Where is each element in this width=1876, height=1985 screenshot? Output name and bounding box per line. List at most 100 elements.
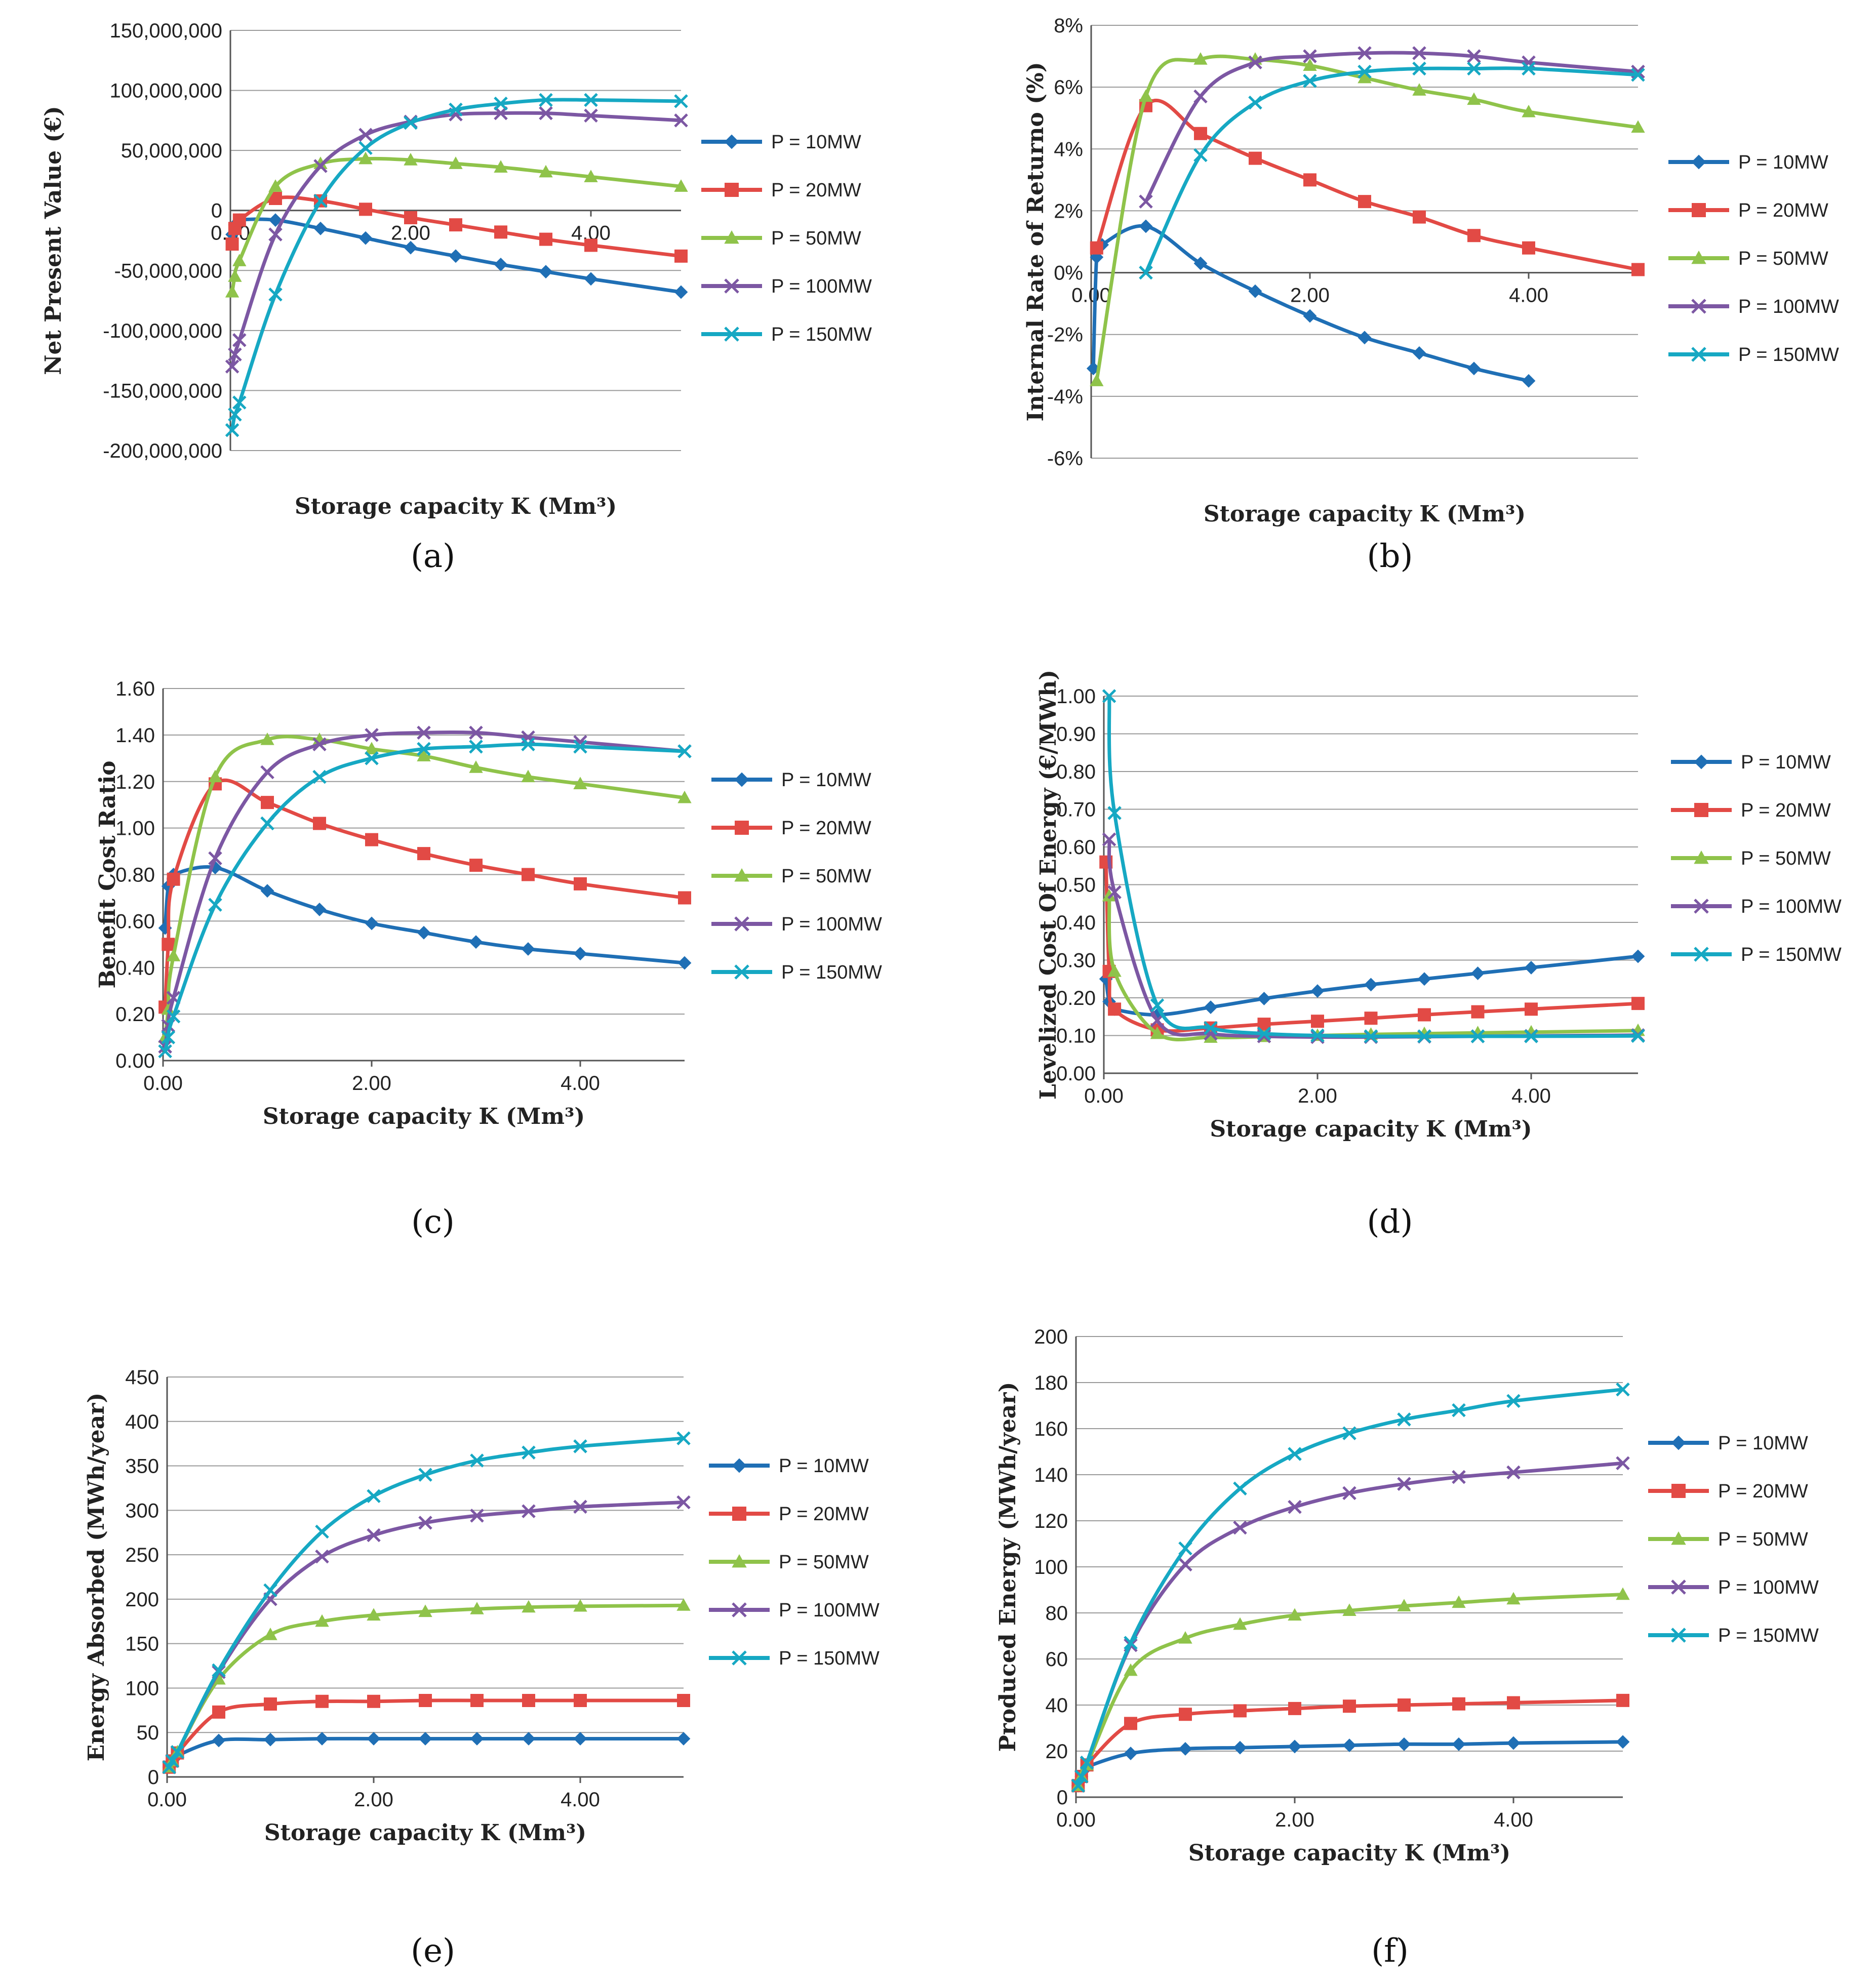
data-point bbox=[417, 847, 430, 861]
data-point bbox=[1616, 1735, 1630, 1749]
data-point bbox=[494, 225, 507, 239]
data-point bbox=[449, 249, 463, 263]
data-point bbox=[1233, 1704, 1247, 1718]
series-line-3 bbox=[230, 111, 683, 369]
data-point bbox=[676, 1732, 691, 1746]
data-point bbox=[1193, 148, 1208, 163]
data-point bbox=[1467, 229, 1481, 242]
series-line-3 bbox=[163, 730, 687, 1048]
data-point bbox=[522, 1600, 536, 1613]
data-point bbox=[470, 1453, 484, 1468]
data-point bbox=[232, 395, 247, 410]
data-point bbox=[1522, 104, 1536, 117]
data-point bbox=[470, 1694, 484, 1708]
data-point bbox=[469, 859, 483, 872]
data-point bbox=[365, 742, 379, 755]
legend-marker bbox=[1694, 850, 1709, 864]
y-tick-label: 0 bbox=[211, 200, 222, 222]
y-tick-label: 80 bbox=[1046, 1602, 1068, 1625]
series-line-3 bbox=[1144, 51, 1640, 204]
panel-caption: (a) bbox=[411, 538, 455, 575]
data-point bbox=[1524, 1029, 1538, 1043]
data-point bbox=[365, 916, 379, 930]
y-axis-title: Benefit Cost Ratio bbox=[95, 760, 121, 988]
x-tick-label: 0.00 bbox=[1071, 285, 1111, 307]
data-point bbox=[1150, 1026, 1165, 1039]
series-line-1 bbox=[1104, 860, 1640, 1033]
data-point bbox=[1194, 127, 1207, 140]
series-line-4 bbox=[1076, 1388, 1625, 1788]
data-point bbox=[1303, 74, 1317, 88]
data-point bbox=[1139, 89, 1153, 102]
y-tick-label: 100 bbox=[125, 1677, 159, 1699]
data-point bbox=[404, 153, 418, 166]
data-point bbox=[521, 942, 535, 956]
y-tick-label: 1.60 bbox=[115, 678, 155, 700]
data-point bbox=[1233, 1481, 1247, 1496]
data-point bbox=[674, 113, 688, 128]
data-point bbox=[1358, 46, 1372, 60]
data-point bbox=[228, 347, 242, 362]
legend-label: P = 150MW bbox=[779, 1648, 880, 1669]
data-point bbox=[1358, 64, 1372, 79]
y-tick-label: 100 bbox=[1034, 1556, 1068, 1578]
data-point bbox=[584, 170, 598, 182]
data-point bbox=[521, 769, 535, 783]
series-line-4 bbox=[1107, 694, 1640, 1038]
legend-marker bbox=[1671, 1484, 1686, 1498]
data-point bbox=[269, 192, 282, 205]
data-point bbox=[674, 94, 688, 108]
legend-label: P = 50MW bbox=[779, 1552, 869, 1573]
y-tick-label: 300 bbox=[125, 1500, 159, 1522]
data-point bbox=[494, 160, 508, 173]
y-tick-label: 1.00 bbox=[1056, 685, 1096, 708]
data-point bbox=[212, 1663, 226, 1678]
data-point bbox=[419, 1694, 432, 1708]
legend-marker bbox=[734, 916, 749, 931]
data-point bbox=[539, 165, 553, 178]
data-point bbox=[1150, 998, 1165, 1012]
legend-label: P = 50MW bbox=[771, 228, 861, 249]
legend-label: P = 50MW bbox=[781, 866, 871, 887]
data-point bbox=[358, 141, 373, 155]
legend-marker bbox=[734, 964, 749, 980]
data-point bbox=[1631, 120, 1645, 133]
legend-label: P = 100MW bbox=[1738, 296, 1839, 317]
x-tick-label: 4.00 bbox=[561, 1072, 600, 1095]
data-point bbox=[1506, 1736, 1521, 1750]
y-axis-title: Net Present Value (€) bbox=[41, 106, 66, 375]
y-tick-label: -200,000,000 bbox=[103, 440, 222, 462]
data-point bbox=[1193, 256, 1208, 270]
x-tick-label: 4.00 bbox=[1509, 285, 1548, 307]
data-point bbox=[1452, 1470, 1466, 1484]
data-point bbox=[1074, 1769, 1089, 1784]
data-point bbox=[367, 1608, 381, 1621]
legend-marker bbox=[1694, 754, 1709, 769]
legend-marker bbox=[1694, 947, 1709, 962]
data-point bbox=[522, 868, 535, 881]
data-point bbox=[225, 237, 239, 251]
data-point bbox=[1452, 1403, 1466, 1417]
data-point bbox=[212, 1705, 225, 1719]
data-point bbox=[1413, 210, 1426, 224]
x-tick-label: 2.00 bbox=[1298, 1085, 1337, 1107]
data-point bbox=[1257, 992, 1271, 1005]
data-point bbox=[315, 1524, 329, 1539]
data-point bbox=[1288, 1702, 1301, 1715]
data-point bbox=[676, 1598, 691, 1611]
data-point bbox=[1107, 885, 1122, 900]
data-point bbox=[228, 408, 242, 422]
data-point bbox=[1342, 1486, 1356, 1501]
data-point bbox=[539, 106, 553, 120]
legend-marker bbox=[732, 1602, 747, 1617]
data-point bbox=[1303, 309, 1317, 323]
legend-label: P = 20MW bbox=[1738, 200, 1828, 221]
y-tick-label: 20 bbox=[1046, 1740, 1068, 1763]
data-point bbox=[1178, 1541, 1192, 1556]
data-point bbox=[162, 938, 175, 951]
data-point bbox=[1412, 46, 1426, 60]
legend-label: P = 150MW bbox=[1718, 1625, 1819, 1646]
data-point bbox=[1397, 1599, 1411, 1611]
y-tick-label: 0.60 bbox=[115, 910, 155, 933]
